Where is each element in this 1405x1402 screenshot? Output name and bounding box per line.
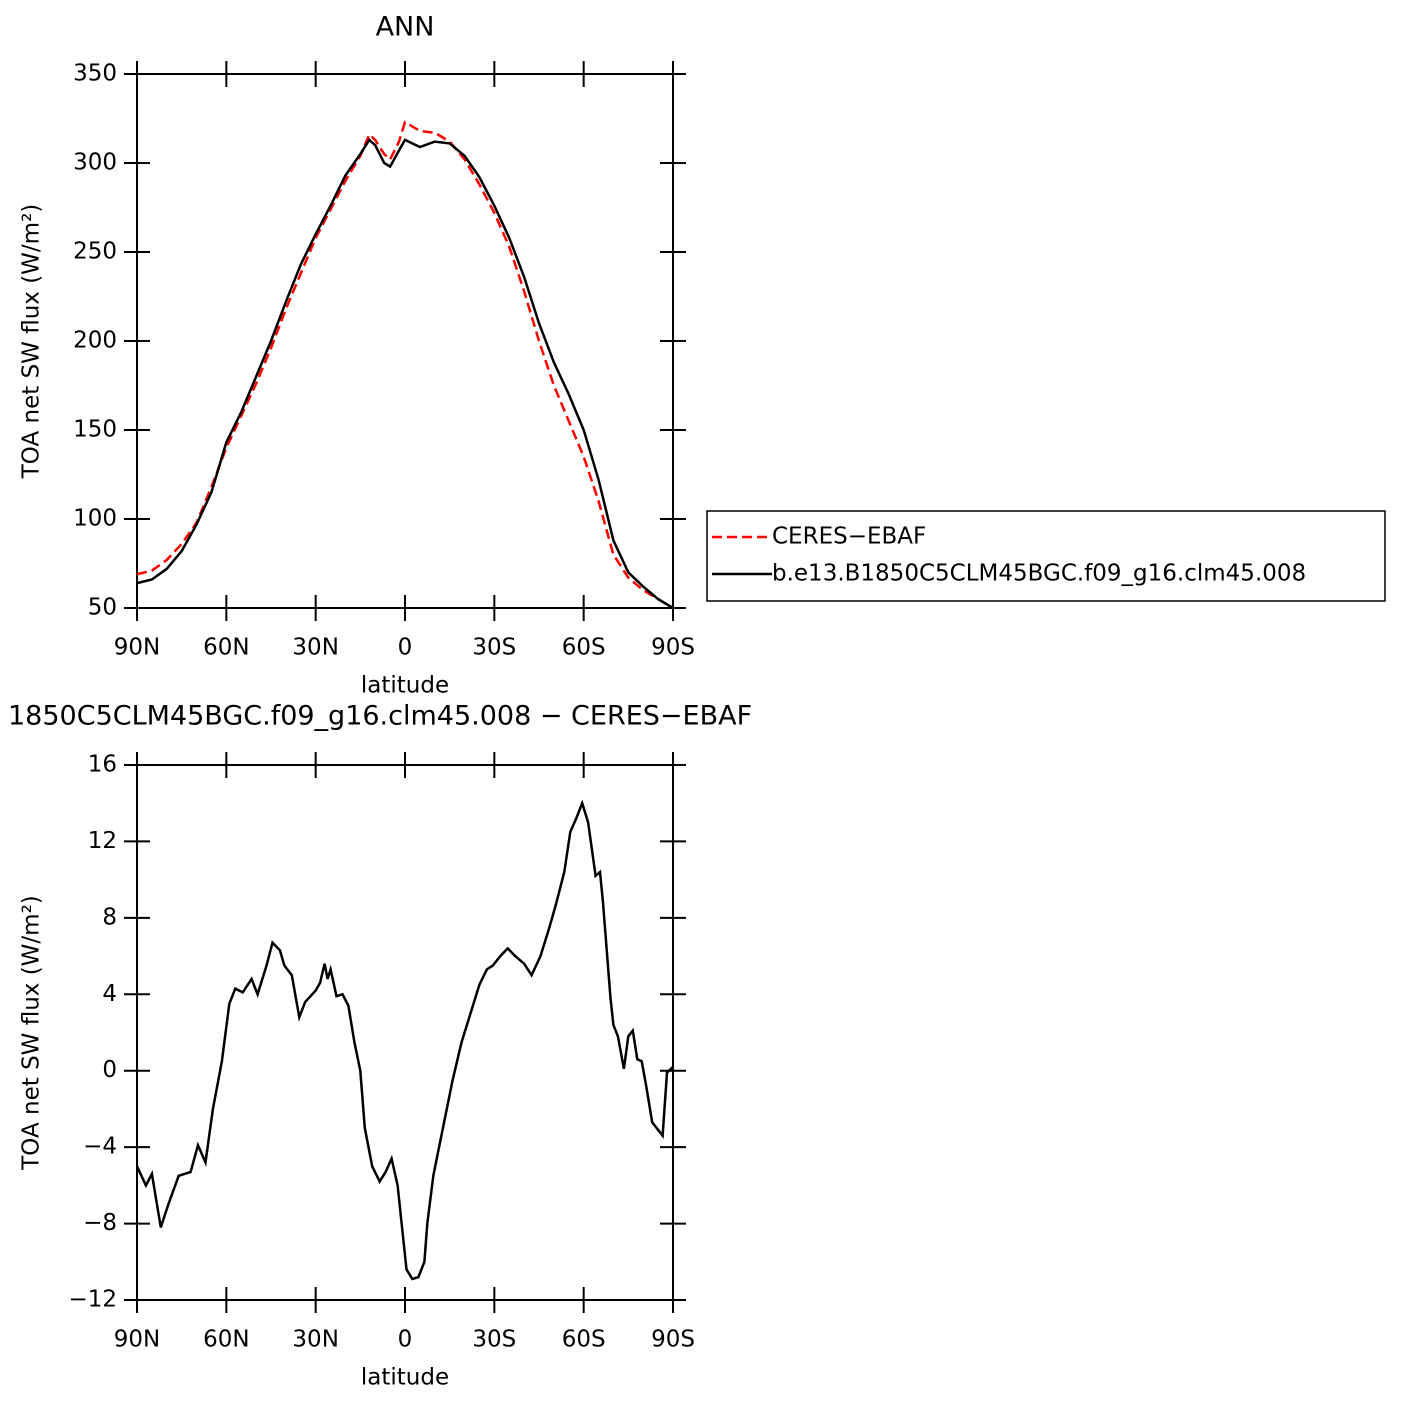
y-tick-label: 8	[102, 904, 117, 930]
x-tick-label: 0	[398, 635, 413, 661]
series-line	[136, 137, 674, 610]
y-tick-label: −8	[83, 1210, 117, 1236]
x-tick-label: 30S	[472, 1327, 516, 1353]
x-tick-label: 60N	[203, 1327, 249, 1353]
x-tick-label: 60S	[562, 1327, 606, 1353]
x-tick-label: 30S	[472, 635, 516, 661]
x-tick-label: 90S	[651, 1327, 695, 1353]
chart-title: ANN	[376, 12, 435, 43]
y-tick-label: 12	[88, 828, 117, 854]
x-axis-label: latitude	[361, 1365, 449, 1391]
x-axis-label: latitude	[361, 673, 449, 699]
y-axis-label: TOA net SW flux (W/m²)	[19, 895, 45, 1171]
x-tick-label: 60N	[203, 635, 249, 661]
y-tick-label: 4	[102, 981, 117, 1007]
y-tick-label: 300	[73, 150, 117, 176]
y-tick-label: 100	[73, 506, 117, 532]
y-tick-label: 200	[73, 328, 117, 354]
x-tick-label: 90S	[651, 635, 695, 661]
x-tick-label: 60S	[562, 635, 606, 661]
y-tick-label: 16	[88, 752, 117, 778]
x-tick-label: 90N	[114, 1327, 160, 1353]
y-tick-label: 350	[73, 61, 117, 87]
plot-frame	[136, 764, 674, 1301]
x-tick-label: 90N	[114, 635, 160, 661]
chart-title: 1850C5CLM45BGC.f09_g16.clm45.008 − CERES…	[8, 701, 752, 732]
y-tick-label: 250	[73, 239, 117, 265]
x-tick-label: 30N	[292, 635, 338, 661]
plot-frame	[136, 73, 674, 609]
series-line	[136, 120, 674, 610]
y-tick-label: −12	[68, 1287, 117, 1313]
x-tick-label: 30N	[292, 1327, 338, 1353]
legend-box	[706, 510, 1386, 602]
series-line	[135, 799, 674, 1281]
y-tick-label: −4	[83, 1134, 117, 1160]
y-tick-label: 50	[88, 595, 117, 621]
y-axis-label: TOA net SW flux (W/m²)	[19, 204, 45, 480]
y-tick-label: 150	[73, 417, 117, 443]
y-tick-label: 0	[102, 1057, 117, 1083]
legend-label: b.e13.B1850C5CLM45BGC.f09_g16.clm45.008	[772, 561, 1306, 587]
legend-label: CERES−EBAF	[772, 524, 926, 550]
x-tick-label: 0	[398, 1327, 413, 1353]
